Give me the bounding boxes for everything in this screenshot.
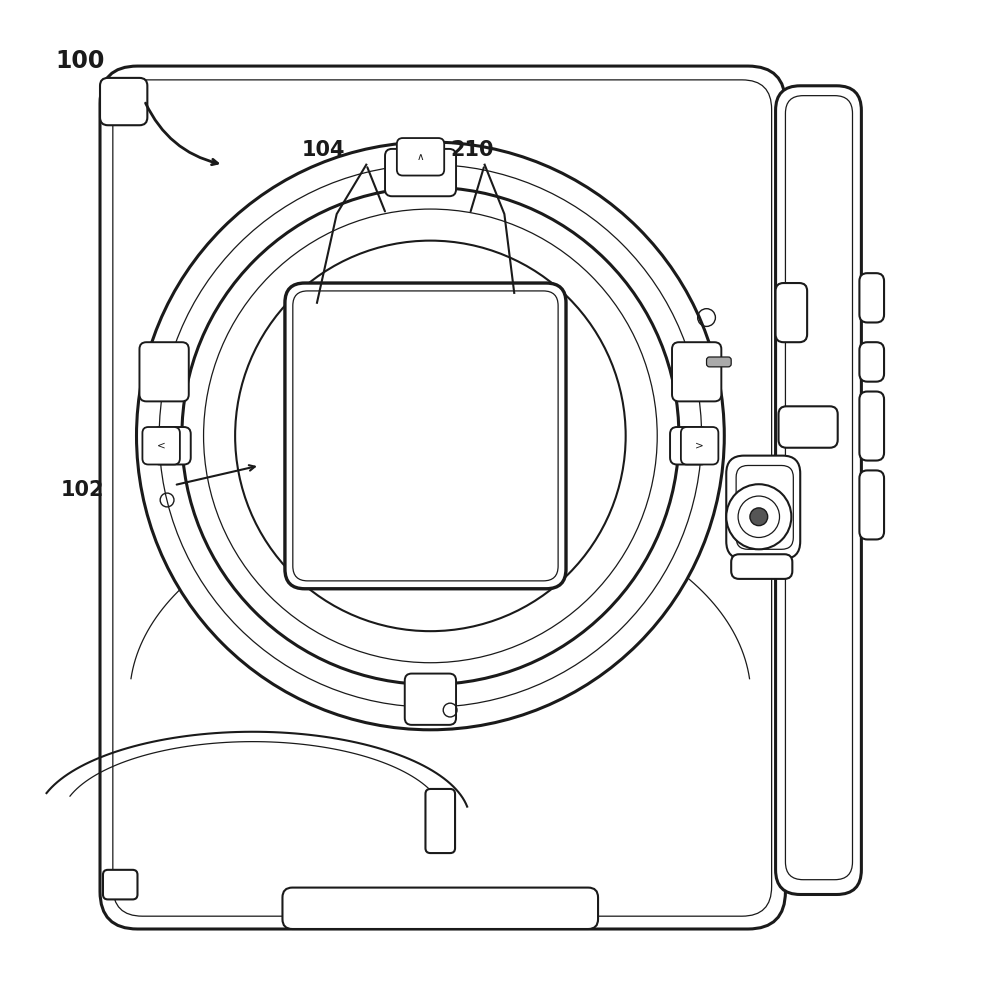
Circle shape: [182, 187, 678, 684]
FancyBboxPatch shape: [672, 342, 721, 401]
Circle shape: [738, 496, 779, 537]
Circle shape: [136, 142, 724, 730]
FancyBboxPatch shape: [100, 78, 147, 125]
FancyBboxPatch shape: [103, 870, 137, 899]
FancyBboxPatch shape: [859, 342, 884, 382]
FancyBboxPatch shape: [293, 291, 558, 581]
FancyBboxPatch shape: [153, 427, 191, 464]
Text: 210: 210: [450, 140, 494, 160]
FancyBboxPatch shape: [100, 66, 785, 929]
Circle shape: [726, 484, 791, 549]
FancyBboxPatch shape: [775, 86, 861, 894]
Text: >: >: [695, 441, 704, 451]
FancyBboxPatch shape: [425, 789, 455, 853]
Text: 100: 100: [55, 49, 105, 73]
Text: 102: 102: [60, 480, 104, 500]
FancyBboxPatch shape: [405, 674, 456, 725]
FancyBboxPatch shape: [283, 888, 598, 929]
FancyBboxPatch shape: [731, 554, 792, 579]
FancyBboxPatch shape: [680, 427, 718, 464]
FancyBboxPatch shape: [775, 283, 807, 342]
FancyBboxPatch shape: [671, 427, 707, 464]
FancyBboxPatch shape: [859, 470, 884, 539]
FancyBboxPatch shape: [726, 456, 800, 559]
FancyBboxPatch shape: [139, 342, 189, 401]
FancyBboxPatch shape: [285, 283, 566, 589]
FancyBboxPatch shape: [859, 392, 884, 461]
FancyBboxPatch shape: [142, 427, 180, 464]
FancyBboxPatch shape: [706, 357, 731, 367]
Text: 104: 104: [303, 140, 346, 160]
FancyBboxPatch shape: [859, 273, 884, 322]
Circle shape: [204, 209, 658, 663]
Text: <: <: [157, 441, 165, 451]
Text: ∧: ∧: [416, 152, 424, 162]
Circle shape: [159, 165, 701, 707]
FancyBboxPatch shape: [778, 406, 838, 448]
Circle shape: [235, 241, 626, 631]
FancyBboxPatch shape: [385, 149, 456, 196]
Circle shape: [750, 508, 767, 526]
FancyBboxPatch shape: [397, 138, 444, 176]
